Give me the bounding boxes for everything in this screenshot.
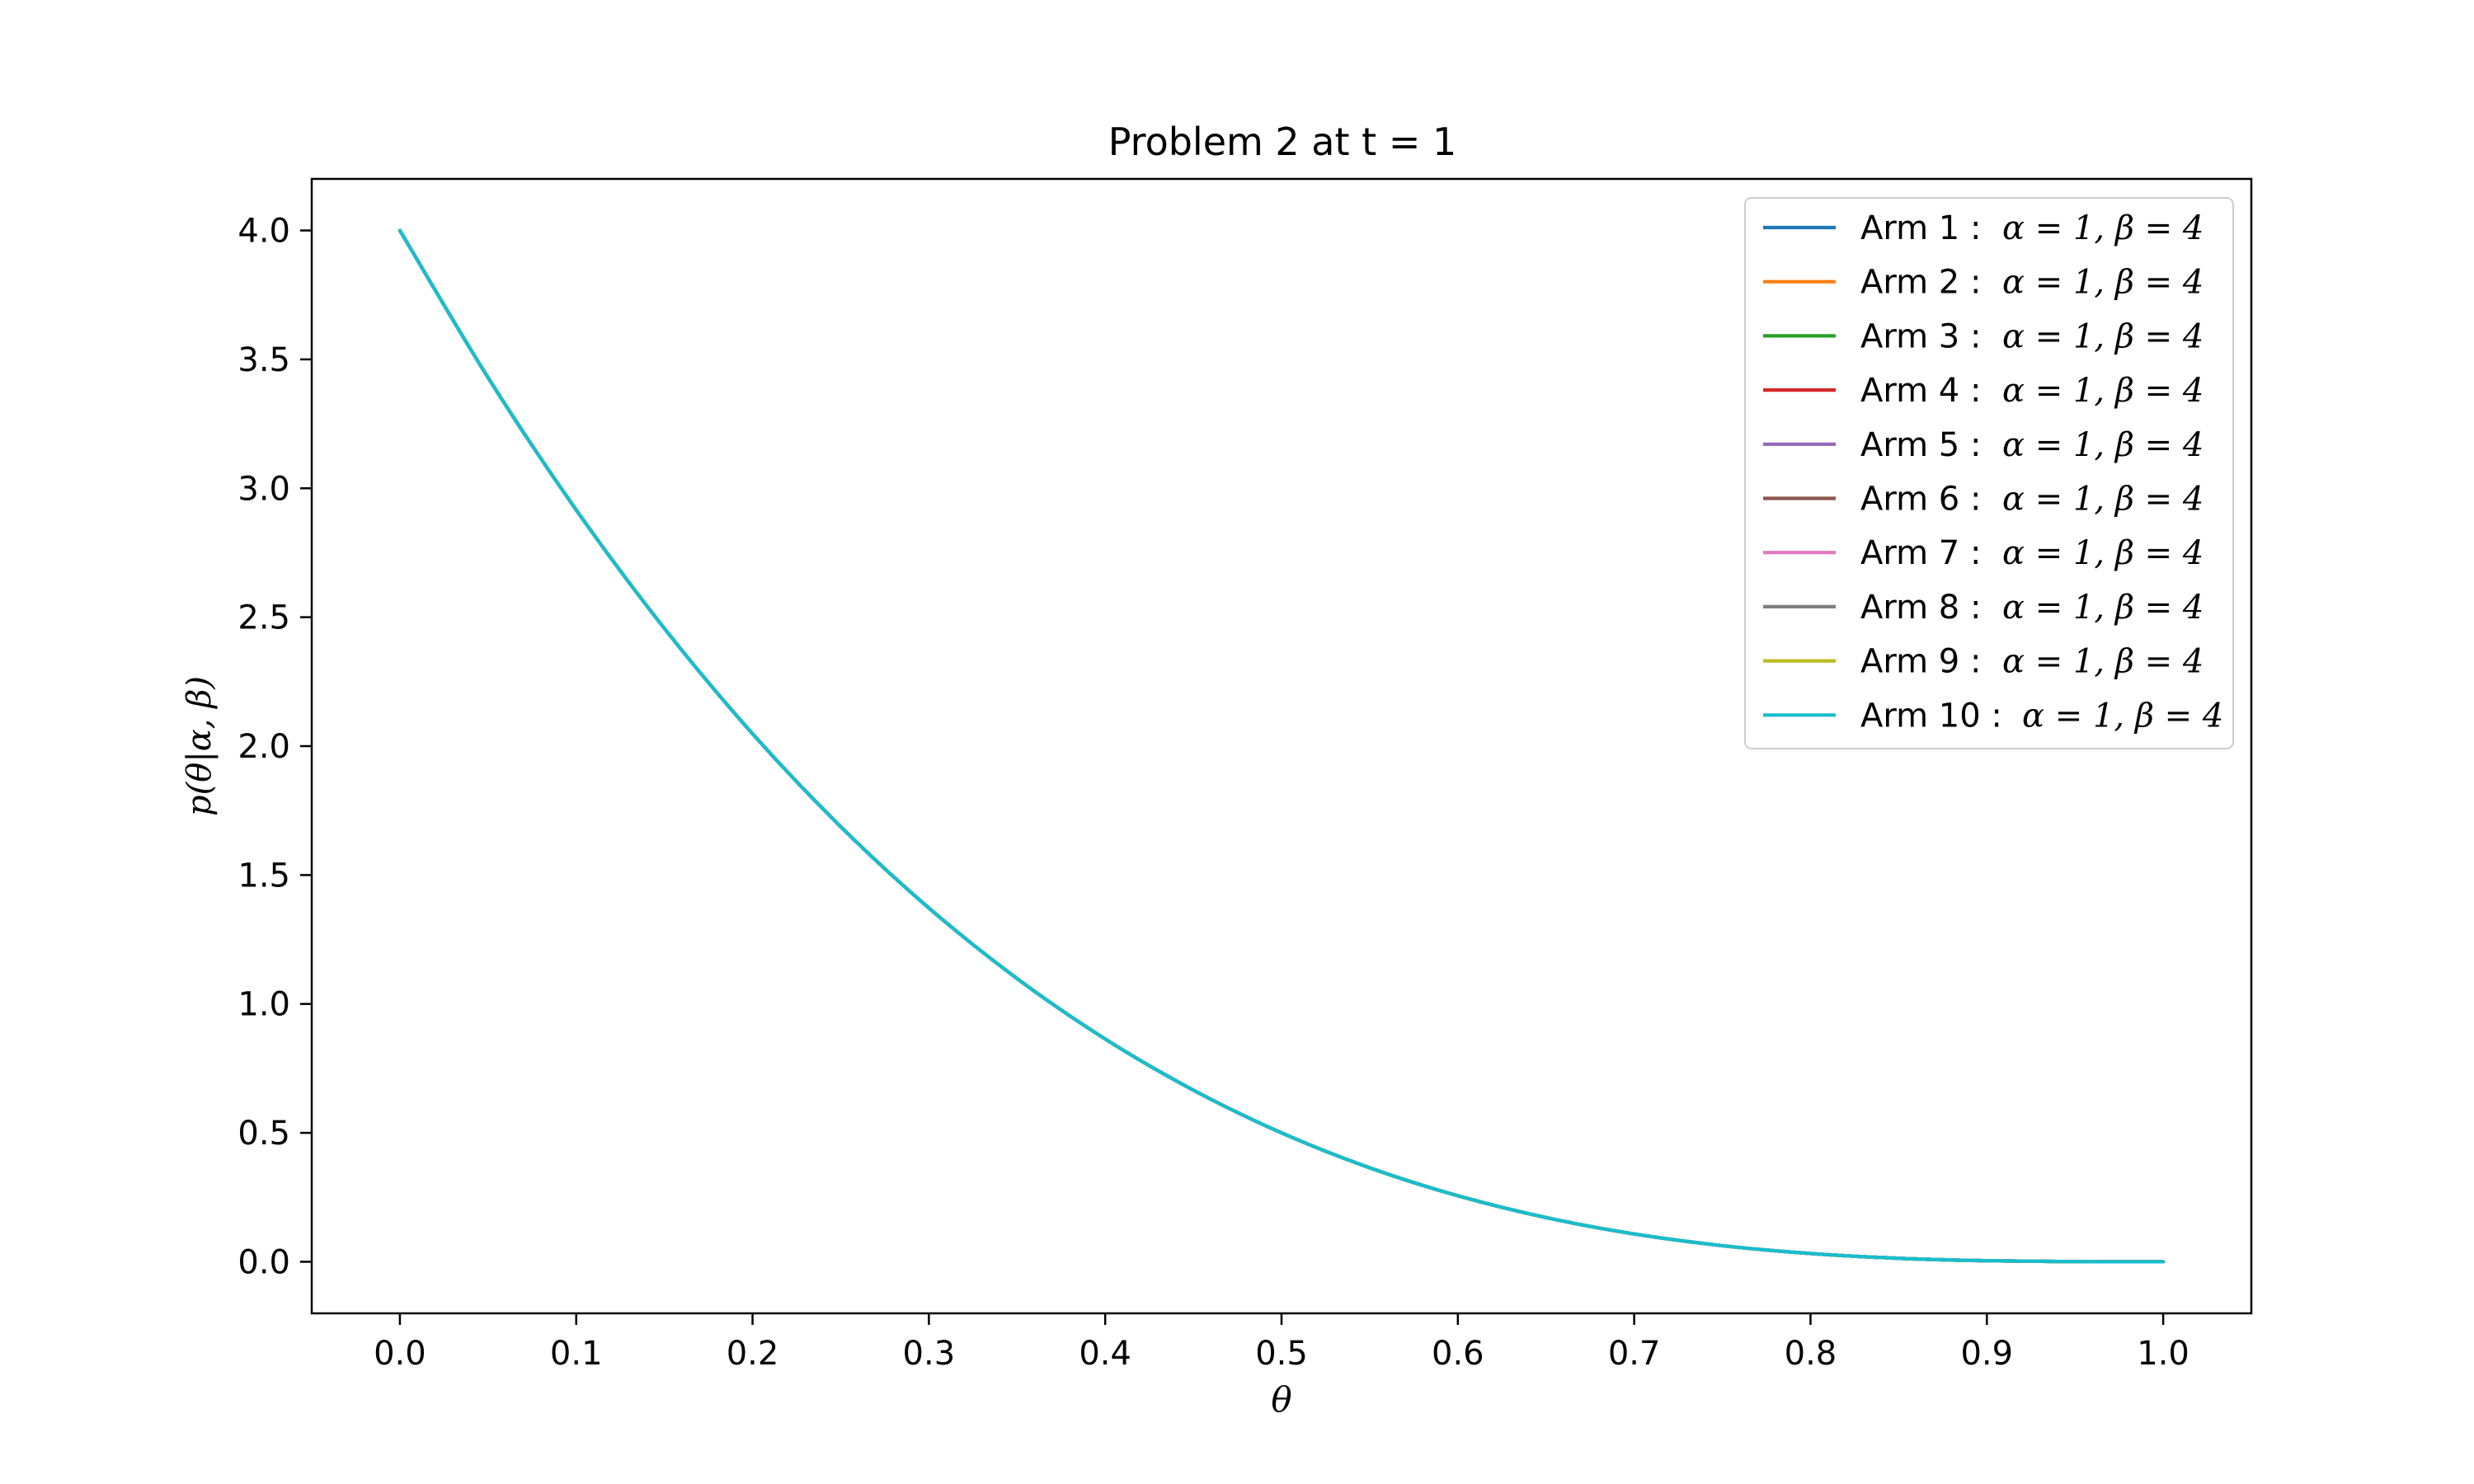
series-line-arm-10 (397, 228, 2166, 1264)
legend-params-arm-2: α = 1, β = 4 (2002, 264, 2204, 302)
x-tick-label: 0.6 (1432, 1335, 1484, 1373)
legend-label-arm-10: Arm 10 : (1860, 697, 2002, 735)
y-tick-label: 3.5 (238, 341, 290, 379)
legend-params-arm-10: α = 1, β = 4 (2022, 697, 2223, 735)
x-axis-label: θ (1271, 1379, 1291, 1420)
chart-title: Problem 2 at t = 1 (1108, 120, 1457, 164)
x-tick-label: 0.3 (903, 1335, 956, 1373)
y-axis-label: p(θ|α, β) (181, 676, 219, 816)
x-tick-label: 0.9 (1960, 1335, 2013, 1373)
legend-params-arm-1: α = 1, β = 4 (2002, 209, 2204, 247)
legend-label-arm-3: Arm 3 : (1860, 317, 1981, 355)
legend-params-arm-5: α = 1, β = 4 (2002, 426, 2204, 464)
x-tick-label: 0.4 (1079, 1335, 1131, 1373)
x-tick-label: 0.2 (727, 1335, 779, 1373)
legend-label-arm-6: Arm 6 : (1860, 481, 1981, 519)
x-tick-label: 0.0 (374, 1335, 426, 1373)
legend-params-arm-9: α = 1, β = 4 (2002, 643, 2204, 681)
legend-label-arm-9: Arm 9 : (1860, 643, 1981, 681)
legend-params-arm-3: α = 1, β = 4 (2002, 317, 2204, 355)
x-tick-label: 1.0 (2137, 1335, 2189, 1373)
y-tick-label: 3.0 (238, 470, 290, 508)
y-tick-label: 1.5 (238, 857, 290, 895)
legend-label-arm-1: Arm 1 : (1860, 209, 1981, 247)
x-tick-label: 0.7 (1608, 1335, 1661, 1373)
series-layer (397, 228, 2166, 1264)
legend-label-arm-8: Arm 8 : (1860, 589, 1981, 627)
y-tick-label: 4.0 (238, 213, 290, 251)
legend-label-arm-2: Arm 2 : (1860, 264, 1981, 302)
legend-params-arm-7: α = 1, β = 4 (2002, 534, 2204, 572)
legend-label-arm-7: Arm 7 : (1860, 534, 1981, 572)
legend-box (1744, 197, 2234, 749)
x-tick-label: 0.8 (1785, 1335, 1837, 1373)
legend-label-arm-4: Arm 4 : (1860, 372, 1981, 410)
x-axis-ticks: 0.0 0.1 0.2 0.3 0.4 0.5 0.6 0.7 0.8 0.9 1.0 (374, 1313, 2189, 1373)
y-tick-label: 0.5 (238, 1115, 290, 1153)
y-tick-label: 2.0 (238, 728, 290, 766)
x-tick-label: 0.1 (550, 1335, 603, 1373)
legend-label-arm-5: Arm 5 : (1860, 426, 1981, 464)
y-tick-label: 2.5 (238, 599, 290, 637)
legend-params-arm-4: α = 1, β = 4 (2002, 372, 2204, 410)
legend-params-arm-8: α = 1, β = 4 (2002, 589, 2204, 627)
y-axis-ticks: 0.0 0.5 1.0 1.5 2.0 2.5 3.0 3.5 4.0 (238, 213, 312, 1281)
plot-area (310, 177, 2253, 1315)
x-tick-label: 0.5 (1255, 1335, 1308, 1373)
legend-params-arm-6: α = 1, β = 4 (2002, 481, 2204, 519)
y-tick-label: 0.0 (238, 1243, 290, 1281)
y-tick-label: 1.0 (238, 986, 290, 1024)
